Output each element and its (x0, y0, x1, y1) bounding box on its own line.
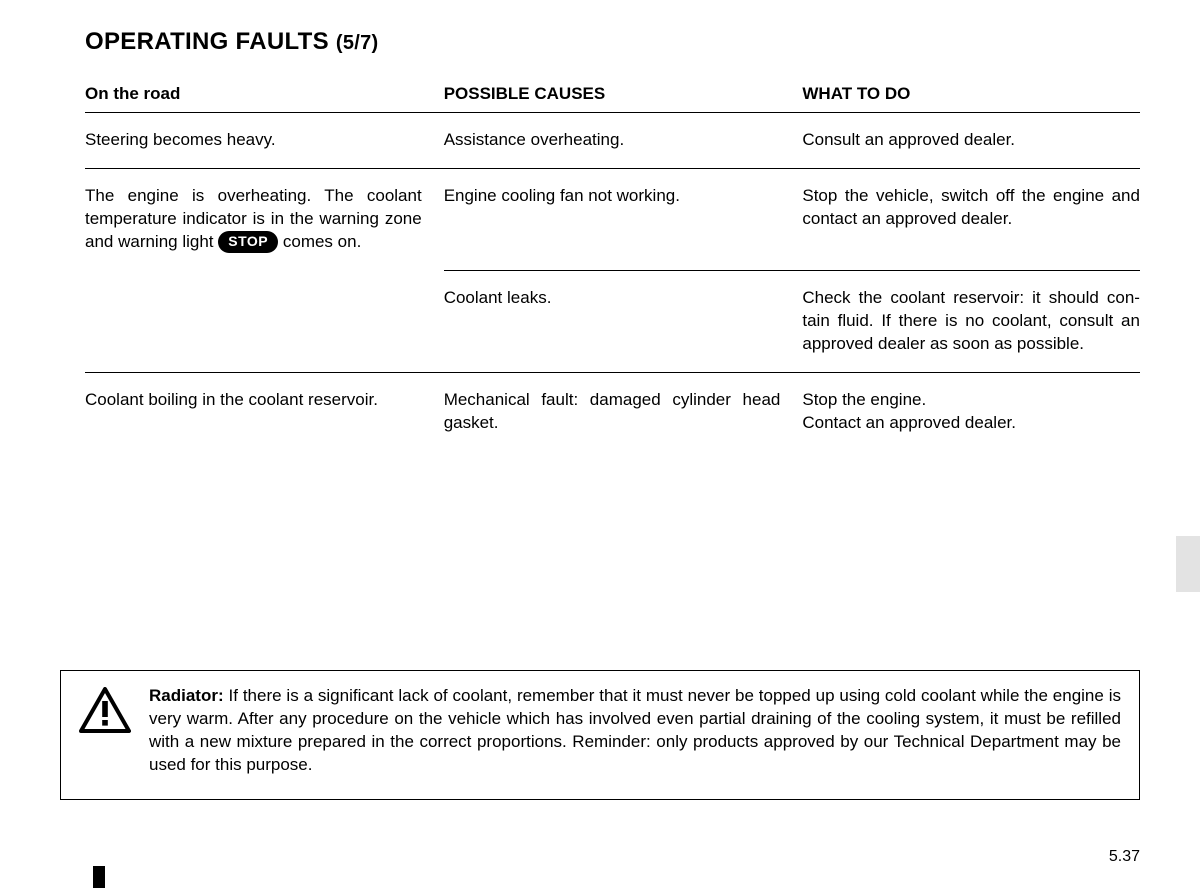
header-what-to-do: WHAT TO DO (802, 84, 1140, 104)
cell-cause: Coolant leaks. (444, 287, 803, 356)
cell-action: Consult an approved dealer. (802, 129, 1140, 152)
cell-cause: Assistance overheating. (444, 129, 803, 152)
page-number: 5.37 (1109, 848, 1140, 866)
cell-cause: Mechanical fault: damaged cylinder head … (444, 389, 803, 435)
cell-symptom: Coolant boiling in the coolant reser­voi… (85, 389, 444, 435)
crop-mark-icon (93, 866, 105, 888)
faults-table: On the road POSSIBLE CAUSES WHAT TO DO S… (85, 84, 1140, 450)
cell-text: Steering becomes heavy. (85, 130, 276, 149)
warning-label: Radiator: (149, 686, 224, 705)
cell-text-post: comes on. (278, 232, 361, 251)
table-row: The engine is overheating. The cool­ant … (85, 169, 1140, 270)
header-on-the-road: On the road (85, 84, 444, 104)
table-row: Steering becomes heavy. Assistance overh… (85, 113, 1140, 168)
table-row: Coolant boiling in the coolant reser­voi… (85, 373, 1140, 451)
table-row: Coolant leaks. Check the coolant reservo… (85, 271, 1140, 372)
table-header-row: On the road POSSIBLE CAUSES WHAT TO DO (85, 84, 1140, 113)
cell-action: Stop the engine. Contact an approved dea… (802, 389, 1140, 435)
cell-symptom: The engine is overheating. The cool­ant … (85, 185, 444, 254)
stop-badge-icon: STOP (218, 231, 278, 253)
cell-symptom: Steering becomes heavy. (85, 129, 444, 152)
warning-box: Radiator: If there is a significant lack… (60, 670, 1140, 800)
header-possible-causes: POSSIBLE CAUSES (444, 84, 803, 104)
cell-action: Stop the vehicle, switch off the engine … (802, 185, 1140, 254)
cell-action: Check the coolant reservoir: it should c… (802, 287, 1140, 356)
warning-triangle-icon (79, 687, 131, 733)
title-text: OPERATING FAULTS (85, 28, 329, 55)
cell-symptom-empty (85, 287, 444, 356)
warning-body: If there is a significant lack of coolan… (149, 686, 1121, 774)
cell-cause: Engine cooling fan not working. (444, 185, 803, 254)
page-edge-tab (1176, 536, 1200, 592)
title-page-count: (5/7) (336, 32, 379, 54)
warning-text: Radiator: If there is a significant lack… (149, 685, 1121, 777)
page-title: OPERATING FAULTS (5/7) (85, 28, 1140, 56)
